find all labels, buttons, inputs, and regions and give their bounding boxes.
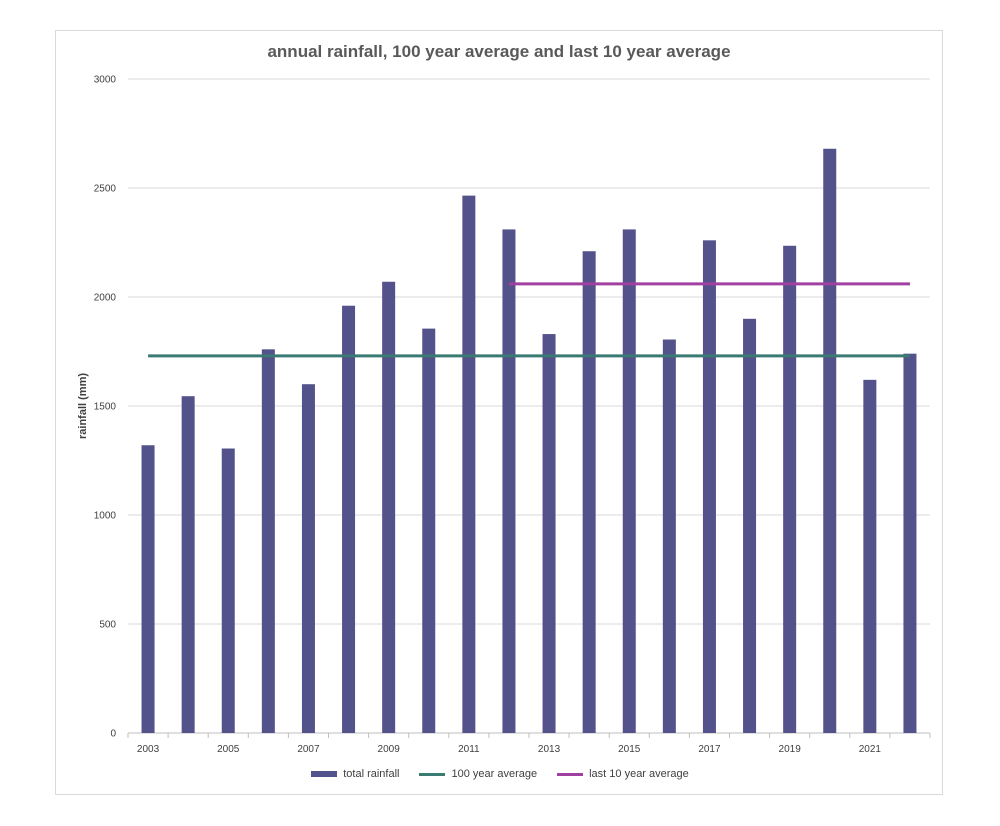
bar-2004 xyxy=(181,396,195,733)
bar-2017 xyxy=(702,240,716,733)
legend-swatch xyxy=(311,771,338,777)
x-tick-label: 2015 xyxy=(618,744,641,755)
average-lines xyxy=(148,282,910,358)
legend-item-total-rainfall: total rainfall xyxy=(311,768,399,780)
bar-2018 xyxy=(743,318,757,733)
gridlines xyxy=(128,78,930,734)
legend-label: 100 year average xyxy=(451,768,538,780)
x-tick-label: 2011 xyxy=(458,744,480,755)
bars xyxy=(141,148,917,734)
bar-2010 xyxy=(422,328,436,733)
x-tick-label: 2013 xyxy=(538,744,561,755)
y-tick-labels: 0 500 1000 1500 2000 2500 3000 xyxy=(94,75,117,740)
legend-swatch xyxy=(419,772,446,776)
x-tick-label: 2007 xyxy=(297,744,320,755)
x-tick-label: 2003 xyxy=(137,744,160,755)
y-tick-label: 2000 xyxy=(94,293,117,304)
y-tick-label: 1000 xyxy=(94,511,117,522)
bar-2014 xyxy=(582,251,596,733)
bar-2015 xyxy=(622,229,636,734)
legend-swatch xyxy=(557,772,584,776)
bar-2020 xyxy=(823,148,837,733)
y-tick-label: 3000 xyxy=(94,75,117,86)
legend-label: last 10 year average xyxy=(589,768,689,780)
y-tick-label: 0 xyxy=(110,729,116,740)
y-axis-label: rainfall (mm) xyxy=(77,373,89,439)
bar-2011 xyxy=(462,195,476,733)
x-tick-label: 2019 xyxy=(779,744,802,755)
bar-2003 xyxy=(141,445,155,733)
legend-item-100-year-average: 100 year average xyxy=(419,768,537,780)
bar-2019 xyxy=(783,245,797,733)
bar-2013 xyxy=(542,334,556,733)
bar-2021 xyxy=(863,379,877,733)
bar-2006 xyxy=(261,349,275,733)
chart-title: annual rainfall, 100 year average and la… xyxy=(267,42,731,61)
x-tick-label: 2017 xyxy=(698,744,721,755)
bar-2008 xyxy=(342,305,356,733)
y-tick-label: 1500 xyxy=(94,402,117,413)
bar-2016 xyxy=(662,339,676,733)
bar-2012 xyxy=(502,229,516,734)
bar-2007 xyxy=(301,384,315,733)
x-tick-label: 2005 xyxy=(217,744,240,755)
legend-item-last-10-year-average: last 10 year average xyxy=(557,768,689,780)
bar-2009 xyxy=(382,281,396,733)
y-tick-label: 2500 xyxy=(94,184,117,195)
legend: total rainfall 100 year average last 10 … xyxy=(0,768,1000,780)
bar-2005 xyxy=(221,448,235,733)
x-tick-label: 2021 xyxy=(859,744,882,755)
x-tick-labels: 2003 2005 2007 2009 2011 2013 2015 2017 2019 2021 xyxy=(127,733,931,755)
y-tick-label: 500 xyxy=(99,620,116,631)
bar-2022 xyxy=(903,353,917,733)
x-tick-label: 2009 xyxy=(378,744,401,755)
legend-label: total rainfall xyxy=(343,768,400,780)
